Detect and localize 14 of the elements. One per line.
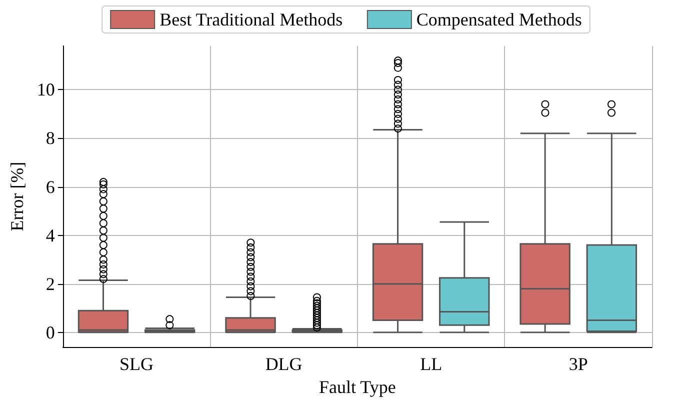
x-tick-label: SLG	[120, 354, 154, 374]
x-tick-label: 3P	[568, 354, 588, 374]
legend-label: Best Traditional Methods	[160, 10, 343, 30]
y-tick-label: 8	[46, 128, 55, 148]
x-tick-label: DLG	[265, 354, 302, 374]
y-tick-label: 6	[46, 176, 55, 197]
legend-label: Compensated Methods	[416, 10, 582, 30]
x-axis-title: Fault Type	[318, 376, 396, 397]
y-tick-label: 4	[46, 225, 55, 246]
y-tick-label: 0	[46, 322, 55, 342]
x-tick-label: LL	[420, 354, 442, 374]
y-axis-title: Error [%]	[7, 162, 27, 232]
y-tick-label: 2	[46, 274, 55, 294]
y-tick-label: 10	[36, 80, 55, 100]
